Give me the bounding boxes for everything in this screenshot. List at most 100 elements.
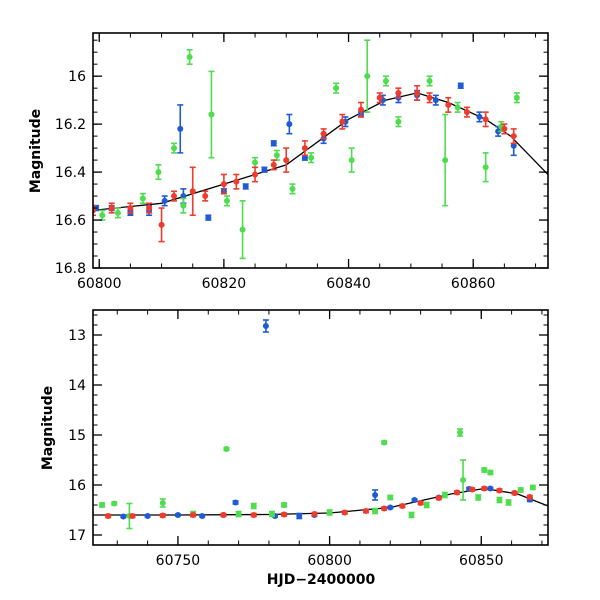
data-point — [487, 485, 494, 492]
data-point — [411, 497, 418, 503]
data-point — [382, 77, 389, 84]
y-tick-label: 16.4 — [55, 165, 86, 181]
data-point — [423, 502, 430, 508]
data-point — [252, 159, 259, 166]
data-point — [432, 97, 439, 104]
data-point — [250, 512, 257, 518]
plot-area — [93, 39, 548, 260]
data-point — [111, 500, 118, 507]
data-point — [511, 490, 518, 496]
data-point — [242, 183, 249, 190]
data-point — [363, 508, 369, 514]
data-point — [202, 193, 209, 200]
x-tick-label: 60840 — [326, 276, 371, 292]
x-tick-label: 60820 — [202, 276, 247, 292]
x-tick-label: 60860 — [451, 276, 496, 292]
data-point — [395, 118, 402, 125]
bottom-panel: 60750 60800 60850 13 14 15 16 17 — [68, 309, 549, 569]
model-curve — [93, 92, 548, 212]
data-point — [320, 130, 327, 137]
data-point — [174, 512, 181, 518]
data-point — [171, 145, 178, 152]
data-point — [159, 512, 166, 519]
data-point — [283, 157, 290, 164]
data-point — [301, 154, 308, 161]
data-point — [481, 485, 488, 492]
top-panel: 60800 60820 60840 60860 16 16.2 16.4 16.6 16.8 — [55, 32, 549, 292]
data-point — [376, 94, 383, 101]
data-point — [496, 497, 503, 503]
data-point — [529, 484, 536, 491]
data-point — [482, 164, 489, 171]
data-point — [223, 446, 230, 452]
data-point — [273, 152, 280, 159]
top-ylabel: Magnitude — [28, 109, 44, 193]
data-point — [442, 157, 449, 164]
data-point — [220, 512, 227, 518]
data-point — [270, 161, 277, 168]
data-point — [144, 513, 151, 519]
x-tick-label: 60750 — [156, 553, 201, 569]
data-point — [326, 509, 333, 516]
data-point — [469, 486, 476, 493]
data-point — [510, 142, 517, 149]
data-point — [220, 181, 227, 188]
plot-area — [93, 319, 548, 530]
data-point — [114, 209, 121, 216]
data-point — [341, 509, 348, 516]
data-point — [348, 157, 355, 164]
data-point — [476, 113, 483, 120]
x-tick-label: 60800 — [77, 276, 122, 292]
data-point — [161, 197, 168, 204]
data-point — [286, 121, 293, 128]
data-point — [381, 439, 388, 446]
data-point — [127, 205, 134, 212]
data-point — [387, 504, 394, 511]
data-point — [333, 85, 340, 92]
data-point — [513, 94, 520, 101]
data-point — [505, 499, 512, 506]
data-point — [159, 500, 166, 506]
data-point — [495, 128, 502, 135]
y-tick-label: 14 — [68, 378, 86, 394]
x-axis-label: HJD−2400000 — [267, 572, 376, 588]
data-point — [139, 195, 146, 202]
data-point — [190, 512, 197, 518]
data-point — [372, 492, 379, 498]
data-point — [399, 503, 406, 509]
series-blue — [120, 319, 533, 520]
data-point — [441, 492, 448, 498]
data-point — [180, 202, 187, 209]
data-point — [268, 511, 275, 517]
data-point — [417, 500, 424, 506]
data-point — [517, 487, 524, 493]
data-point — [146, 205, 153, 212]
data-point — [232, 499, 239, 506]
y-tick-label: 17 — [68, 528, 86, 544]
y-tick-label: 16.6 — [55, 213, 86, 229]
data-point — [270, 140, 277, 147]
bottom-ylabel: Magnitude — [40, 386, 56, 470]
data-point — [235, 511, 242, 517]
data-point — [482, 116, 489, 123]
data-point — [105, 513, 112, 519]
data-point — [454, 104, 461, 111]
data-point — [233, 178, 240, 185]
data-point — [239, 226, 246, 233]
data-point — [186, 53, 193, 60]
plot-frame — [92, 32, 549, 269]
y-tick-label: 16.8 — [55, 261, 86, 277]
data-point — [281, 502, 288, 508]
y-tick-label: 15 — [68, 428, 86, 444]
series-red — [93, 84, 517, 243]
data-point — [177, 125, 184, 132]
data-point — [414, 89, 421, 96]
data-point — [289, 185, 296, 192]
data-point — [481, 467, 488, 473]
data-point — [108, 205, 115, 212]
y-tick-label: 16 — [68, 69, 86, 85]
data-point — [381, 505, 388, 512]
data-point — [199, 513, 206, 519]
data-point — [99, 502, 106, 508]
data-point — [129, 513, 136, 519]
